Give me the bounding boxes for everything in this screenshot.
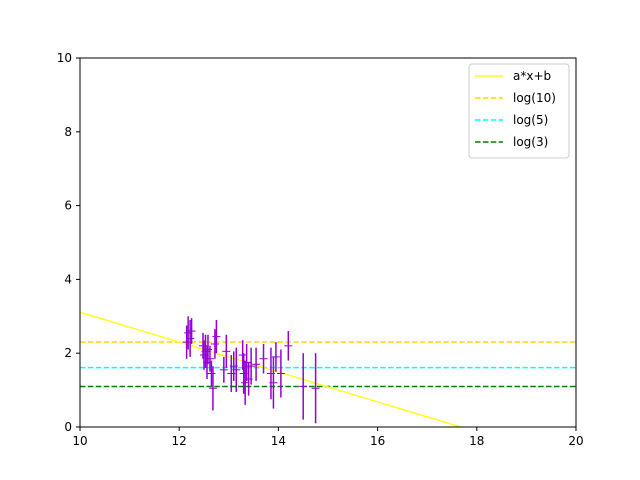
fit-line [80,311,464,427]
y-tick-label: 2 [64,346,72,360]
errorbar-point-21 [241,360,250,405]
x-axis-ticks: 10 12 14 16 18 20 [72,427,584,448]
legend-entry-0: a*x+b [475,69,551,83]
errorbar-point-29 [271,342,280,372]
legend-entry-3: log(3) [475,135,548,149]
legend-box [468,63,570,159]
legend-entry-1: log(10) [475,91,556,105]
x-tick-label: 10 [72,434,87,448]
errorbar-point-15 [222,334,231,368]
errorbar-point-10 [207,360,216,387]
errorbar-point-31 [284,331,293,361]
errorbar-point-19 [238,340,247,370]
errorbar-point-24 [247,347,256,385]
legend-entry-2: log(5) [475,113,548,127]
errorbar-point-28 [269,356,278,409]
errorbar-point-0 [182,325,191,359]
errorbar-group [182,316,320,424]
errorbar-point-25 [252,347,261,381]
legend-label: log(3) [513,135,548,149]
y-tick-label: 4 [64,272,72,286]
x-tick-label: 12 [172,434,187,448]
y-tick-label: 6 [64,199,72,213]
x-tick-label: 20 [568,434,583,448]
y-tick-label: 8 [64,125,72,139]
y-tick-label: 0 [64,420,72,434]
errorbar-point-9 [205,345,214,372]
legend-label: log(5) [513,113,548,127]
x-tick-label: 14 [271,434,286,448]
axes-border [79,57,577,428]
errorbar-point-32 [299,353,308,420]
x-tick-label: 18 [469,434,484,448]
errorbar-point-30 [276,349,285,398]
errorbar-point-12 [210,329,219,359]
errorbar-point-18 [232,347,241,392]
legend: a*x+b log(10) log(5) log(3) [468,63,570,159]
errorbar-point-14 [219,356,228,383]
y-axis-ticks: 0 2 4 6 8 10 [57,51,80,434]
x-tick-label: 16 [370,434,385,448]
fit-line-group [80,311,464,427]
legend-label: log(10) [513,91,556,105]
errorbar-point-33 [311,353,320,424]
errorbar-point-11 [208,366,217,411]
errorbar-point-3 [187,318,196,344]
errorbar-point-13 [212,319,221,354]
errorbar-point-26 [259,343,268,374]
y-tick-label: 10 [57,51,72,65]
errorbar-point-2 [186,319,195,357]
legend-label: a*x+b [513,69,551,83]
